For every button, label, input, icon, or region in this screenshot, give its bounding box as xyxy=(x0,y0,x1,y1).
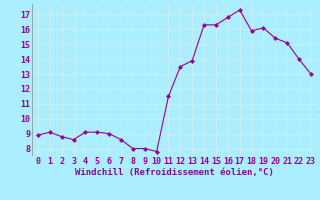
X-axis label: Windchill (Refroidissement éolien,°C): Windchill (Refroidissement éolien,°C) xyxy=(75,168,274,177)
